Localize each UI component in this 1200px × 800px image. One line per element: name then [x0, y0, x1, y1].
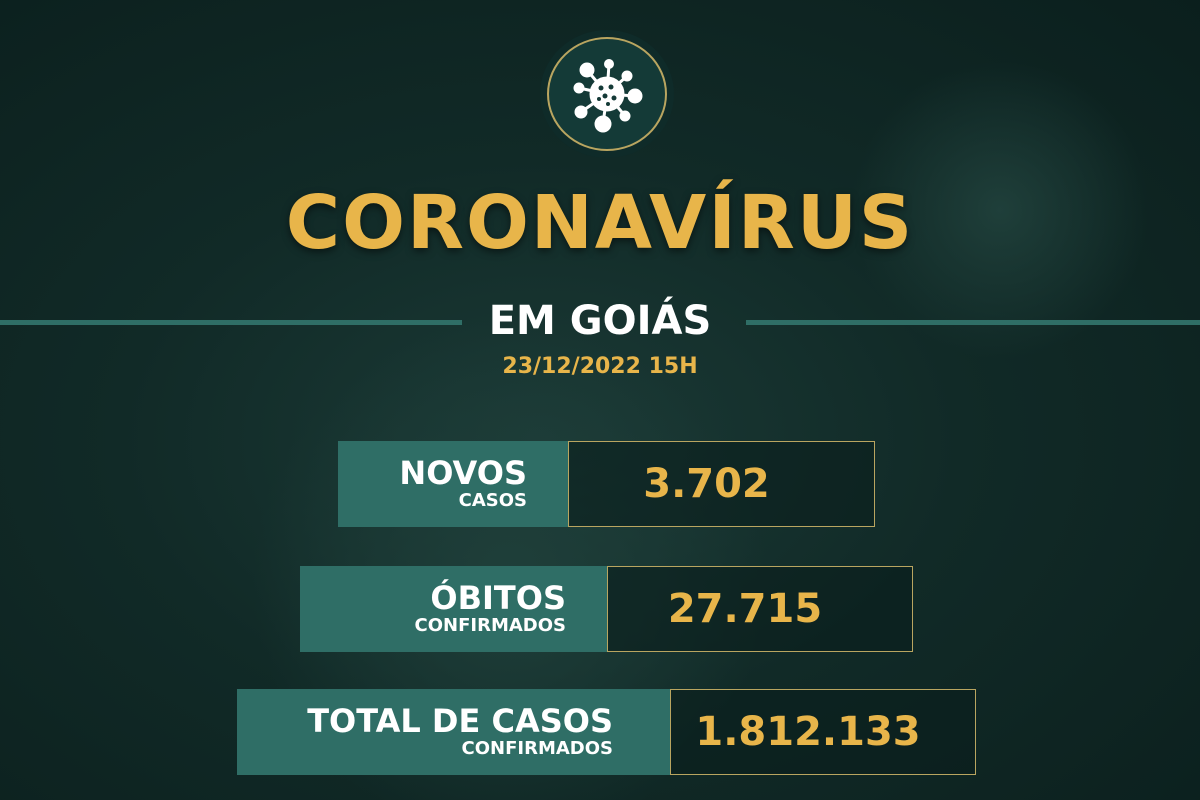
stat-label-new-cases: NOVOS CASOS: [338, 441, 569, 527]
divider-right: [746, 320, 1200, 325]
stat-value-new-cases: 3.702: [568, 441, 875, 527]
divider-left: [0, 320, 462, 325]
logo-badge: [540, 30, 674, 158]
stat-label: TOTAL DE CASOS: [307, 702, 613, 740]
coronavirus-icon: [573, 59, 643, 133]
stat-label: ÓBITOS: [430, 579, 566, 617]
stat-label: NOVOS: [399, 454, 527, 492]
subtitle-text: EM GOIÁS: [488, 298, 712, 344]
subtitle: EM GOIÁS: [0, 298, 1200, 344]
stat-value-total-cases: 1.812.133: [670, 689, 976, 775]
stat-sublabel: CONFIRMADOS: [414, 615, 566, 636]
background-virus-decoration: [850, 60, 1150, 360]
stat-sublabel: CASOS: [458, 490, 527, 511]
stat-label-deaths: ÓBITOS CONFIRMADOS: [300, 566, 608, 652]
title: CORONAVÍRUS: [285, 180, 915, 266]
stat-value-deaths: 27.715: [607, 566, 913, 652]
date: 23/12/2022 15H: [502, 354, 698, 379]
stat-sublabel: CONFIRMADOS: [461, 738, 613, 759]
stat-label-total-cases: TOTAL DE CASOS CONFIRMADOS: [237, 689, 671, 775]
